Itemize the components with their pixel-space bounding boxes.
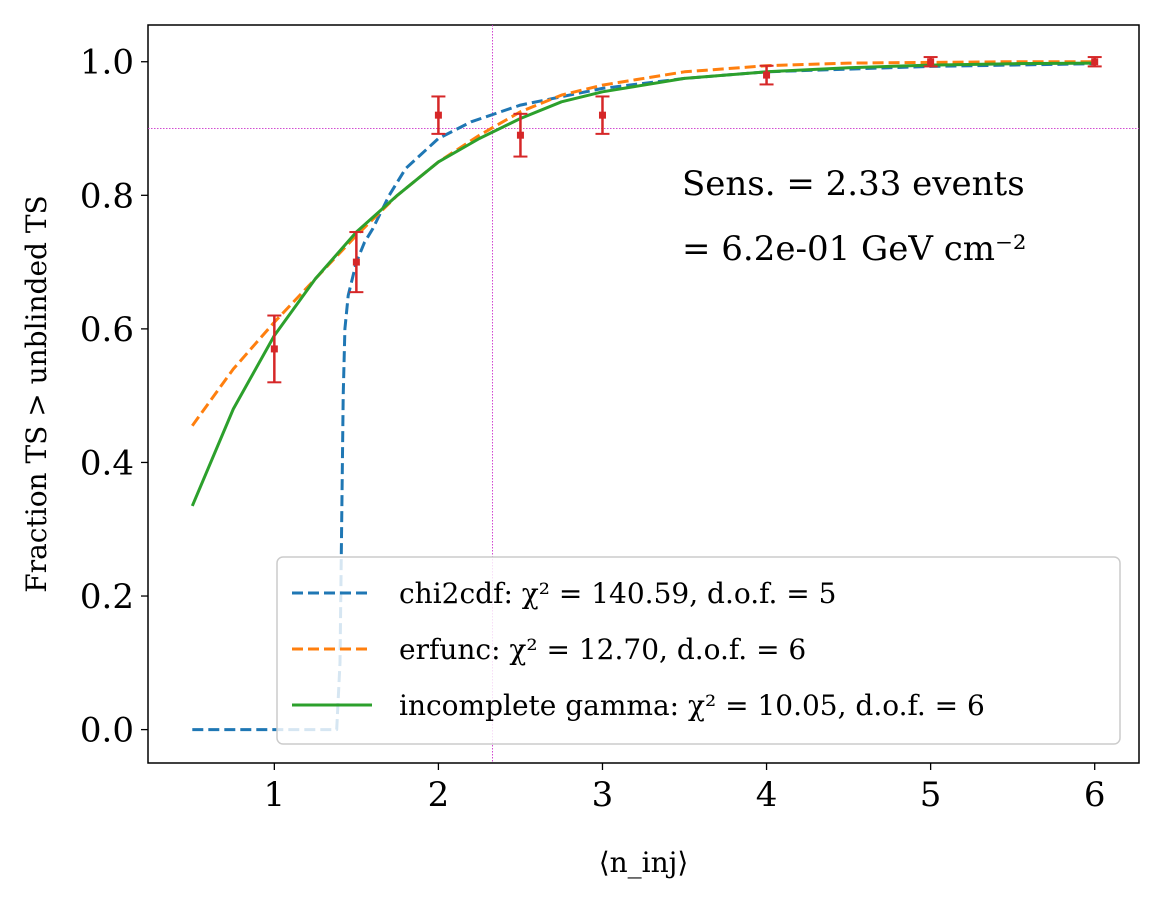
y-tick-label: 0.2 xyxy=(80,577,134,617)
series-line-1 xyxy=(191,60,1095,427)
legend: chi2cdf: χ² = 140.59, d.o.f. = 5 erfunc: … xyxy=(276,556,1121,745)
y-tick-label: 0.6 xyxy=(80,310,134,350)
annotation-sensitivity: Sens. = 2.33 events xyxy=(682,164,1025,204)
legend-box xyxy=(276,556,1121,745)
x-axis-label: ⟨n_inj⟩ xyxy=(599,846,689,879)
y-tick-label: 1.0 xyxy=(80,43,134,83)
x-tick-label: 1 xyxy=(264,775,286,815)
x-tick-label: 3 xyxy=(592,775,614,815)
legend-label-2: incomplete gamma: χ² = 10.05, d.o.f. = 6 xyxy=(399,689,985,722)
plot-area xyxy=(147,24,1140,764)
y-axis-label: Fraction TS > unblinded TS xyxy=(20,195,53,592)
data-point xyxy=(352,258,360,266)
annotations: Sens. = 2.33 events = 6.2e-01 GeV cm⁻² xyxy=(682,164,1027,269)
legend-label-0: chi2cdf: χ² = 140.59, d.o.f. = 5 xyxy=(399,577,836,610)
data-point xyxy=(516,131,524,139)
y-tick-label: 0.8 xyxy=(80,176,134,216)
data-point xyxy=(598,111,606,119)
x-tick-label: 2 xyxy=(428,775,450,815)
x-tick-label: 4 xyxy=(756,775,778,815)
data-points xyxy=(267,56,1102,384)
data-point xyxy=(763,71,771,79)
x-tick-label: 6 xyxy=(1084,775,1106,815)
data-point xyxy=(434,111,442,119)
y-tick-label: 0.0 xyxy=(80,711,134,751)
data-point xyxy=(1091,58,1099,66)
y-tick-label: 0.4 xyxy=(80,443,134,483)
data-point xyxy=(270,345,278,353)
legend-label-1: erfunc: χ² = 12.70, d.o.f. = 6 xyxy=(399,633,806,666)
data-point xyxy=(927,58,935,66)
axis-ticks: 1 2 3 4 5 6 0.0 0.2 0.4 0.6 0.8 1.0 xyxy=(80,43,1106,815)
annotation-flux: = 6.2e-01 GeV cm⁻² xyxy=(682,229,1027,269)
plot-frame xyxy=(147,24,1140,764)
x-tick-label: 5 xyxy=(920,775,942,815)
series-line-0 xyxy=(192,62,1095,732)
